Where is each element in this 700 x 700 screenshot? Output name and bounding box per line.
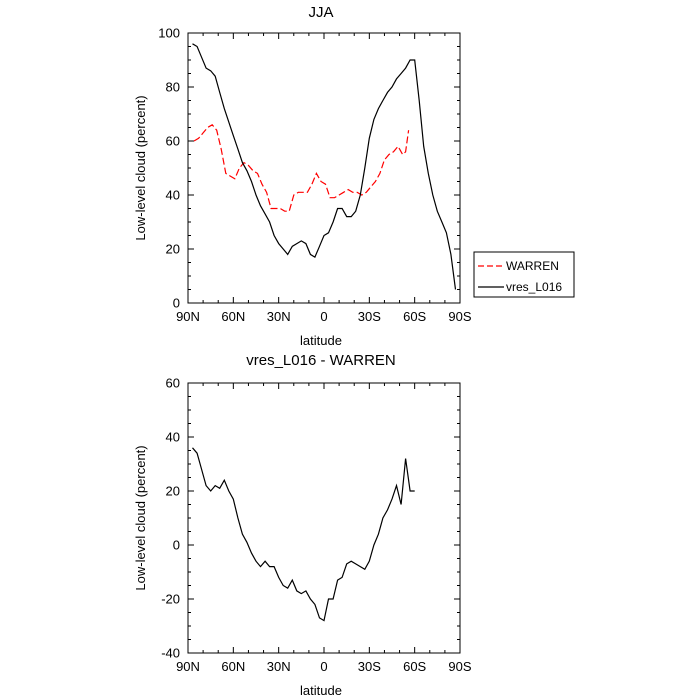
top-y-tick-label: 40 [166, 188, 180, 203]
bottom-axes-frame [187, 382, 461, 654]
top-axes-frame [187, 32, 461, 304]
bottom-x-tick-label: 90S [448, 659, 471, 674]
bottom-chart-title: vres_L016 - WARREN [246, 352, 396, 369]
legend-box [473, 251, 575, 298]
bottom-y-tick-label: 20 [166, 484, 180, 499]
bottom-y-tick-label: -40 [161, 646, 180, 661]
bottom-y-tick-label: 40 [166, 430, 180, 445]
bottom-x-tick-label: 0 [320, 659, 327, 674]
top-panel: JJA 90N 60N 30N 0 30S 60S 90S 0 20 40 60 80 100 lati… [133, 4, 472, 348]
top-x-tick-label: 60N [221, 309, 245, 324]
top-series-warren [193, 124, 410, 212]
top-chart-title: JJA [308, 4, 333, 21]
top-x-tick-label: 60S [403, 309, 426, 324]
top-x-axis-label: latitude [300, 333, 342, 348]
legend-label-vres-l016: vres_L016 [506, 280, 562, 294]
top-y-axis-label: Low-level cloud (percent) [133, 95, 148, 240]
legend: WARREN vres_L016 [473, 251, 575, 298]
top-y-tick-label: 80 [166, 80, 180, 95]
bottom-x-axis-label: latitude [300, 683, 342, 698]
top-y-tick-label: 20 [166, 242, 180, 257]
top-x-tick-label: 30N [267, 309, 291, 324]
top-x-tick-label: 90N [176, 309, 200, 324]
top-x-tick-label: 0 [320, 309, 327, 324]
top-x-tick-label: 30S [358, 309, 381, 324]
bottom-y-axis-label: Low-level cloud (percent) [133, 445, 148, 590]
top-x-tick-label: 90S [448, 309, 471, 324]
legend-label-warren: WARREN [506, 259, 559, 273]
top-plot-area: 90N 60N 30N 0 30S 60S 90S 0 20 40 60 80 100 [158, 26, 472, 325]
top-y-tick-label: 60 [166, 134, 180, 149]
bottom-x-tick-label: 30N [267, 659, 291, 674]
bottom-y-tick-label: 60 [166, 376, 180, 391]
top-y-tick-label: 100 [158, 26, 180, 41]
bottom-x-tick-label: 60N [221, 659, 245, 674]
bottom-x-tick-label: 60S [403, 659, 426, 674]
bottom-plot-area: 90N 60N 30N 0 30S 60S 90S -40 -20 0 20 40 60 [161, 376, 472, 675]
top-y-tick-label: 0 [173, 296, 180, 311]
bottom-series-vres-l016-warren [192, 447, 415, 622]
bottom-panel: vres_L016 - WARREN 90N 60N 30N 0 30S 60S 90S -4… [133, 352, 472, 698]
top-series-vres-l016 [192, 43, 457, 290]
bottom-x-tick-label: 90N [176, 659, 200, 674]
bottom-y-tick-label: -20 [161, 592, 180, 607]
bottom-y-tick-label: 0 [173, 538, 180, 553]
bottom-x-tick-label: 30S [358, 659, 381, 674]
